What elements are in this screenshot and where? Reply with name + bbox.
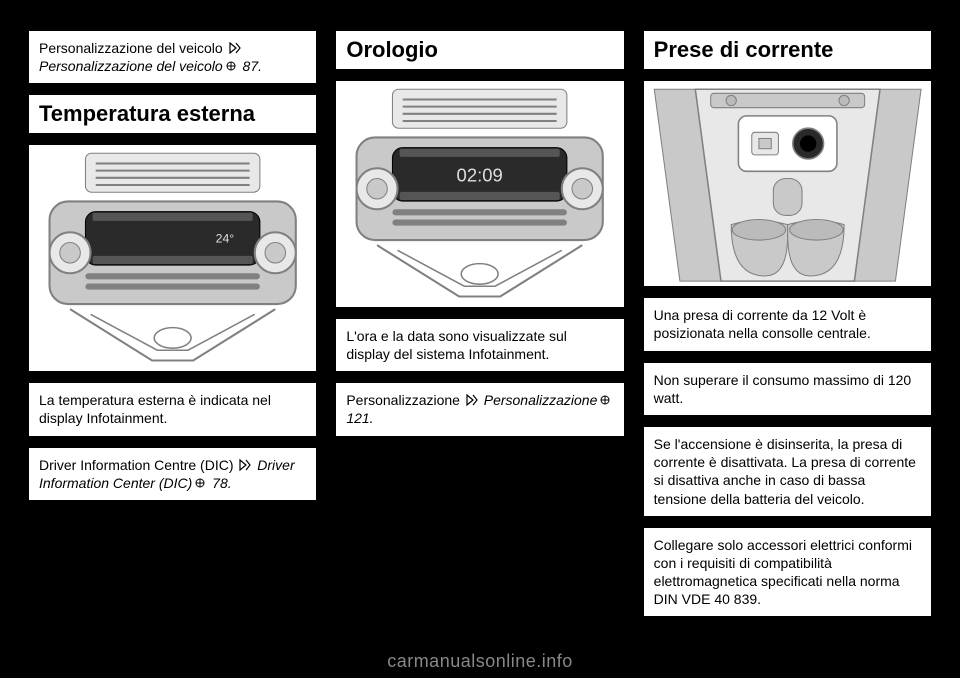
dashboard-clock-svg: 02:09 <box>336 81 623 307</box>
xref-icon <box>229 42 241 54</box>
page-icon <box>599 394 611 406</box>
column-3: Prese di corrente <box>643 30 932 658</box>
text: La temperatura esterna è indicata nel di… <box>39 392 271 426</box>
xref-page: 87. <box>239 58 262 74</box>
display-clock-value: 02:09 <box>457 165 503 186</box>
heading-text: Orologio <box>346 37 438 62</box>
heading-text: Temperatura esterna <box>39 101 255 126</box>
column-2: Orologio 02:09 <box>335 30 624 658</box>
illustration-clock-display: 02:09 <box>335 80 624 308</box>
para-dic-ref: Driver Information Centre (DIC) Driver I… <box>28 447 317 501</box>
para-clock-displayed: L'ora e la data sono visualizzate sul di… <box>335 318 624 372</box>
text: Se l'accensione è disinserita, la presa … <box>654 436 916 507</box>
text: Una presa di corrente da 12 Volt è posiz… <box>654 307 871 341</box>
para-din-vde: Collegare solo accessori elettrici confo… <box>643 527 932 618</box>
heading-prese-di-corrente: Prese di corrente <box>643 30 932 70</box>
xref-text: Personalizzazione del veicolo <box>39 58 223 74</box>
para-ignition-off: Se l'accensione è disinserita, la presa … <box>643 426 932 517</box>
display-temp-value: 24° <box>216 232 235 246</box>
xref-page: 78. <box>208 475 231 491</box>
heading-temperatura-esterna: Temperatura esterna <box>28 94 317 134</box>
xref-icon <box>466 394 478 406</box>
text: Driver Information Centre (DIC) <box>39 457 237 473</box>
xref-text: Personalizzazione <box>484 392 598 408</box>
para-max-120w: Non superare il consumo massimo di 120 w… <box>643 362 932 416</box>
dashboard-temp-svg: 24° <box>29 145 316 371</box>
text: Collegare solo accessori elettrici confo… <box>654 537 912 608</box>
text: Personalizzazione <box>346 392 464 408</box>
text: Personalizzazione del veicolo <box>39 40 227 56</box>
page-icon <box>225 60 237 72</box>
xref-page: 121. <box>346 410 373 426</box>
heading-text: Prese di corrente <box>654 37 834 62</box>
illustration-power-outlet <box>643 80 932 287</box>
para-temp-indicated: La temperatura esterna è indicata nel di… <box>28 382 317 436</box>
column-1: Personalizzazione del veicolo Personaliz… <box>28 30 317 658</box>
page-icon <box>194 477 206 489</box>
page-root: Personalizzazione del veicolo Personaliz… <box>0 0 960 678</box>
para-personalizzazione-ref: Personalizzazione Personalizzazione 121. <box>335 382 624 436</box>
heading-orologio: Orologio <box>335 30 624 70</box>
text: Non superare il consumo massimo di 120 w… <box>654 372 912 406</box>
para-vehicle-personalization: Personalizzazione del veicolo Personaliz… <box>28 30 317 84</box>
illustration-temperature-display: 24° <box>28 144 317 372</box>
xref-icon <box>239 459 251 471</box>
text: L'ora e la data sono visualizzate sul di… <box>346 328 567 362</box>
para-12v-outlet-position: Una presa di corrente da 12 Volt è posiz… <box>643 297 932 351</box>
console-outlet-svg <box>644 81 931 286</box>
